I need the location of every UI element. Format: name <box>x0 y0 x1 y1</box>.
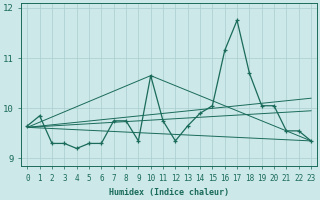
X-axis label: Humidex (Indice chaleur): Humidex (Indice chaleur) <box>109 188 229 197</box>
